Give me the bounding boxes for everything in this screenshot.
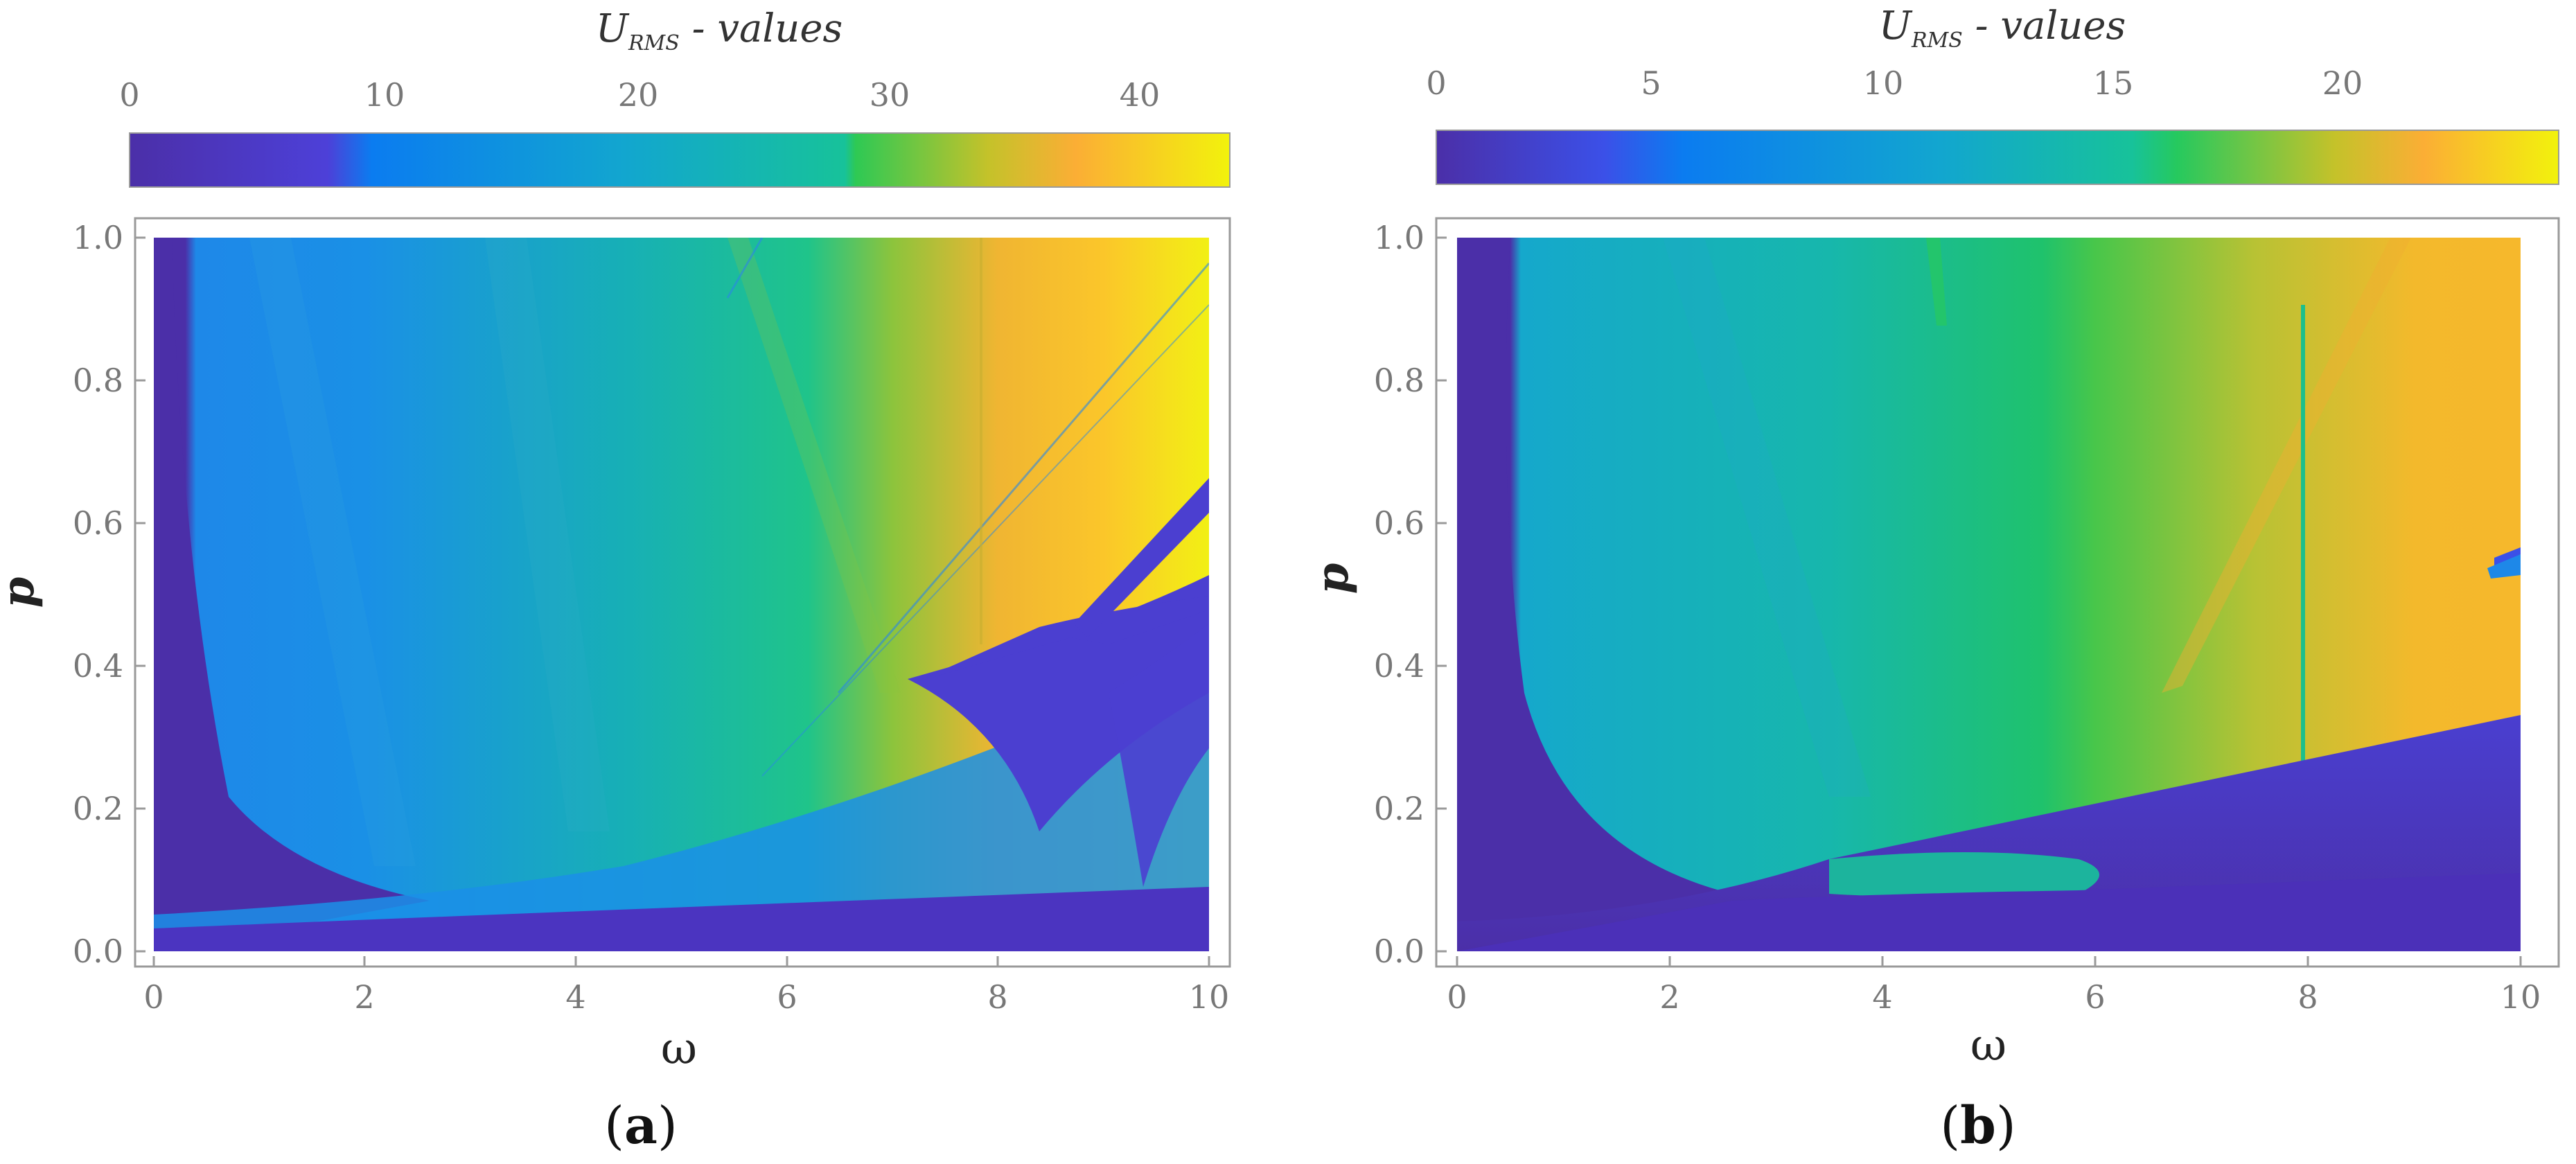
y-tick-label: 0.8 [73, 362, 123, 399]
y-tick-label: 0.8 [1374, 362, 1424, 399]
colorbar-title-sub-a: RMS [628, 31, 680, 55]
colorbar-tick-label: 10 [1863, 64, 1904, 102]
colorbar-tick-label: 30 [870, 76, 910, 114]
y-tick-label: 0.6 [73, 504, 123, 542]
heatmap-b [1457, 238, 2521, 951]
panel-label-b: (b) [1940, 1096, 2016, 1156]
heatmap-a [154, 238, 1209, 951]
colorbar-tick-label: 20 [618, 76, 659, 114]
x-axis-label-a: ω [661, 1023, 697, 1075]
colorbar-title-rest-a: - values [680, 6, 843, 51]
y-tick-label: 0.2 [73, 790, 123, 827]
x-tick-label: 4 [1872, 978, 1892, 1016]
y-axis-label-a: p [0, 577, 44, 608]
y-axis-label-b: p [1307, 563, 1359, 594]
y-tick-label: 0.2 [1374, 790, 1424, 827]
x-axis-a: 0 2 4 6 8 10 ω [143, 956, 1229, 1075]
colorbar-title-main-a: U [596, 6, 630, 51]
y-tick-label: 0.4 [73, 647, 123, 685]
colorbar-tick-label: 5 [1641, 64, 1661, 102]
colorbar-title-b: URMS - values [1879, 3, 2126, 53]
panel-a: URMS - values 0 10 20 30 40 [0, 6, 1231, 1156]
colorbar-b [1436, 130, 2559, 185]
x-tick-label: 2 [354, 978, 374, 1016]
y-tick-label: 0.4 [1374, 647, 1424, 685]
panel-label-a-open: ( [604, 1096, 624, 1156]
x-tick-label: 0 [143, 978, 164, 1016]
colorbar-title-a: URMS - values [596, 6, 843, 55]
colorbar-tick-label: 20 [2322, 64, 2363, 102]
panel-label-a-close: ) [658, 1096, 678, 1156]
colorbar-tick-label: 0 [1426, 64, 1446, 102]
x-tick-label: 10 [2500, 978, 2541, 1016]
panel-label-a-letter: a [624, 1096, 658, 1156]
colorbar-tick-label: 40 [1120, 76, 1161, 114]
y-axis-a: 0.0 0.2 0.4 0.6 0.8 1.0 p [0, 219, 145, 970]
colorbar-title-sub-b: RMS [1911, 28, 1963, 53]
y-tick-label: 1.0 [1374, 219, 1424, 256]
colorbar-tick-label: 0 [119, 76, 139, 114]
x-tick-label: 8 [987, 978, 1007, 1016]
panel-b: URMS - values 0 5 10 15 20 [1307, 3, 2560, 1156]
colorbar-tick-label: 15 [2093, 64, 2134, 102]
colorbar-title-rest-b: - values [1963, 3, 2126, 48]
panel-label-b-close: ) [1996, 1096, 2016, 1156]
colorbar-tick-label: 10 [364, 76, 405, 114]
y-tick-label: 1.0 [73, 219, 123, 256]
plot-frame-b [1435, 217, 2560, 968]
colorbar-ticks-b: 0 5 10 15 20 [1426, 64, 2363, 102]
y-tick-label: 0.6 [1374, 504, 1424, 542]
panel-label-b-open: ( [1940, 1096, 1960, 1156]
panel-label-a: (a) [604, 1096, 678, 1156]
colorbar-ticks-a: 0 10 20 30 40 [119, 76, 1160, 114]
x-tick-label: 10 [1189, 978, 1230, 1016]
y-tick-label: 0.0 [73, 933, 123, 970]
colorbar-title-main-b: U [1879, 3, 1913, 48]
colorbar-a [129, 132, 1230, 188]
x-tick-label: 2 [1659, 978, 1679, 1016]
y-axis-b: 0.0 0.2 0.4 0.6 0.8 1.0 p [1307, 219, 1447, 970]
plot-frame-a [134, 217, 1231, 968]
panel-label-b-letter: b [1960, 1096, 1996, 1156]
x-tick-label: 0 [1447, 978, 1467, 1016]
x-tick-label: 6 [2085, 978, 2105, 1016]
x-tick-label: 4 [565, 978, 585, 1016]
x-axis-b: 0 2 4 6 8 10 ω [1447, 956, 2541, 1071]
y-tick-label: 0.0 [1374, 933, 1424, 970]
x-tick-label: 8 [2297, 978, 2318, 1016]
x-tick-label: 6 [777, 978, 797, 1016]
x-axis-label-b: ω [1970, 1020, 2006, 1071]
